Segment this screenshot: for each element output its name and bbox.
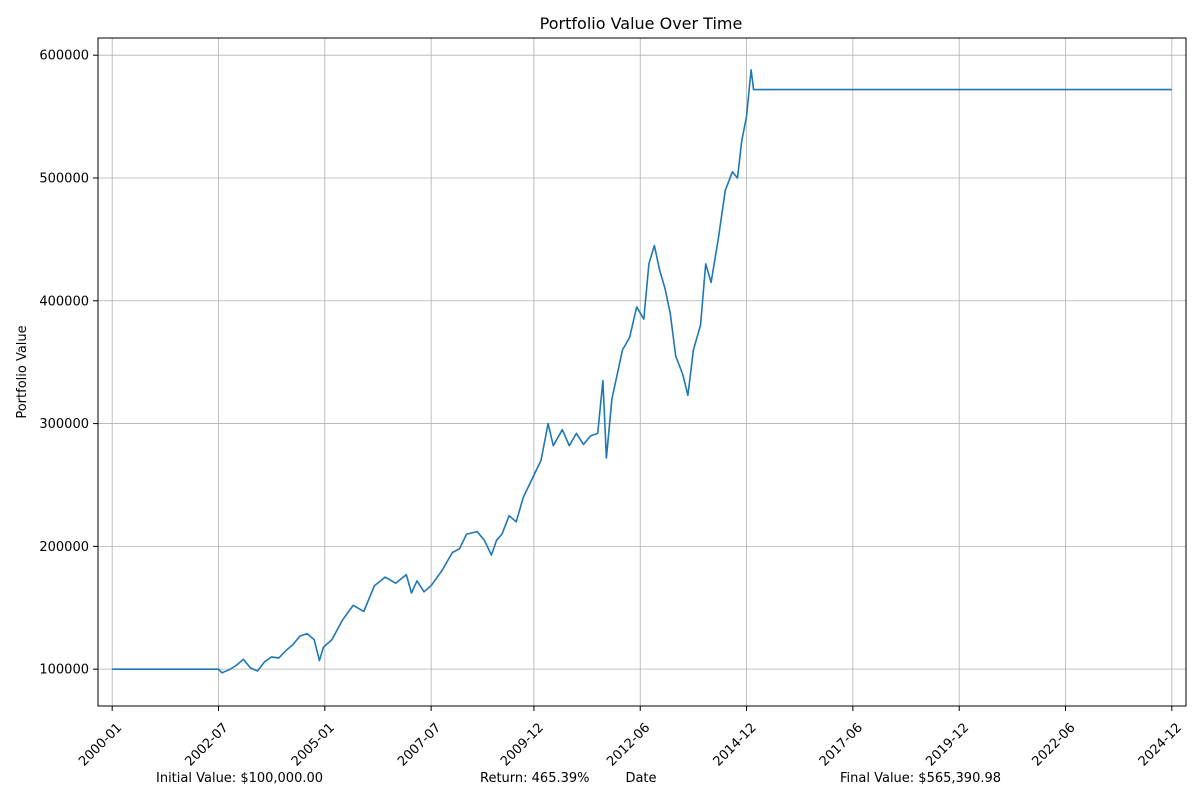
x-tick-label: 2007-07 xyxy=(395,720,444,769)
x-axis: 2000-01 2002-07 2005-01 2007-07 2009-12 2012-… xyxy=(76,706,1185,769)
y-axis: 100000 200000 300000 400000 500000 600000 xyxy=(39,49,98,678)
plot-lines xyxy=(112,69,1172,674)
y-tick-label: 400000 xyxy=(39,294,89,309)
grid xyxy=(98,38,1186,706)
y-tick-label: 600000 xyxy=(39,49,89,64)
y-tick-label: 300000 xyxy=(39,417,89,432)
x-tick-label: 2009-12 xyxy=(498,720,547,769)
final-value-text: Final Value: $565,390.98 xyxy=(840,771,1002,786)
x-tick-label: 2002-07 xyxy=(183,720,232,769)
y-tick-label: 100000 xyxy=(39,663,89,678)
x-tick-label: 2012-06 xyxy=(604,720,653,769)
chart-title: Portfolio Value Over Time xyxy=(540,14,743,33)
x-tick-label: 2000-01 xyxy=(76,720,125,769)
x-tick-label: 2005-01 xyxy=(289,720,338,769)
plot-area-frame xyxy=(97,37,1187,707)
x-tick-label: 2014-12 xyxy=(711,720,760,769)
x-tick-label: 2017-06 xyxy=(817,720,866,769)
y-tick-label: 500000 xyxy=(39,171,89,186)
x-tick-label: 2024-12 xyxy=(1136,720,1185,769)
x-tick-label: 2019-12 xyxy=(923,720,972,769)
series-line xyxy=(112,69,1172,674)
return-text: Return: 465.39% xyxy=(480,771,590,786)
x-tick-label: 2022-06 xyxy=(1030,720,1079,769)
y-axis-label: Portfolio Value xyxy=(15,325,30,418)
y-tick-label: 200000 xyxy=(39,540,89,555)
x-axis-label: Date xyxy=(625,771,656,786)
initial-value-text: Initial Value: $100,000.00 xyxy=(156,771,324,786)
